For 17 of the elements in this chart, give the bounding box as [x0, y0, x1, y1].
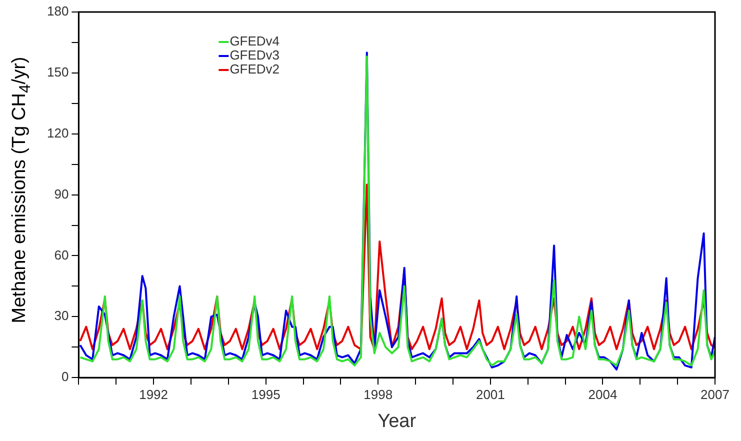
x-tick-label: 2007 [700, 386, 730, 402]
x-tick-label: 2001 [476, 386, 505, 402]
legend-label: GFEDv4 [230, 34, 280, 49]
x-tick-label: 1992 [139, 386, 168, 402]
x-axis-title: Year [378, 410, 417, 432]
x-tick-label: 1998 [364, 386, 393, 402]
y-tick-label: 120 [46, 125, 69, 140]
x-tick-label: 1995 [251, 386, 280, 402]
y-tick-label: 60 [54, 247, 69, 262]
legend-label: GFEDv2 [230, 62, 280, 77]
x-tick-label: 2004 [588, 386, 618, 402]
legend-label: GFEDv3 [230, 48, 280, 63]
y-tick-label: 150 [46, 64, 69, 80]
y-tick-label: 180 [46, 4, 69, 19]
y-tick-label: 30 [54, 308, 69, 324]
y-tick-label: 0 [61, 369, 69, 384]
y-tick-label: 90 [54, 186, 69, 202]
